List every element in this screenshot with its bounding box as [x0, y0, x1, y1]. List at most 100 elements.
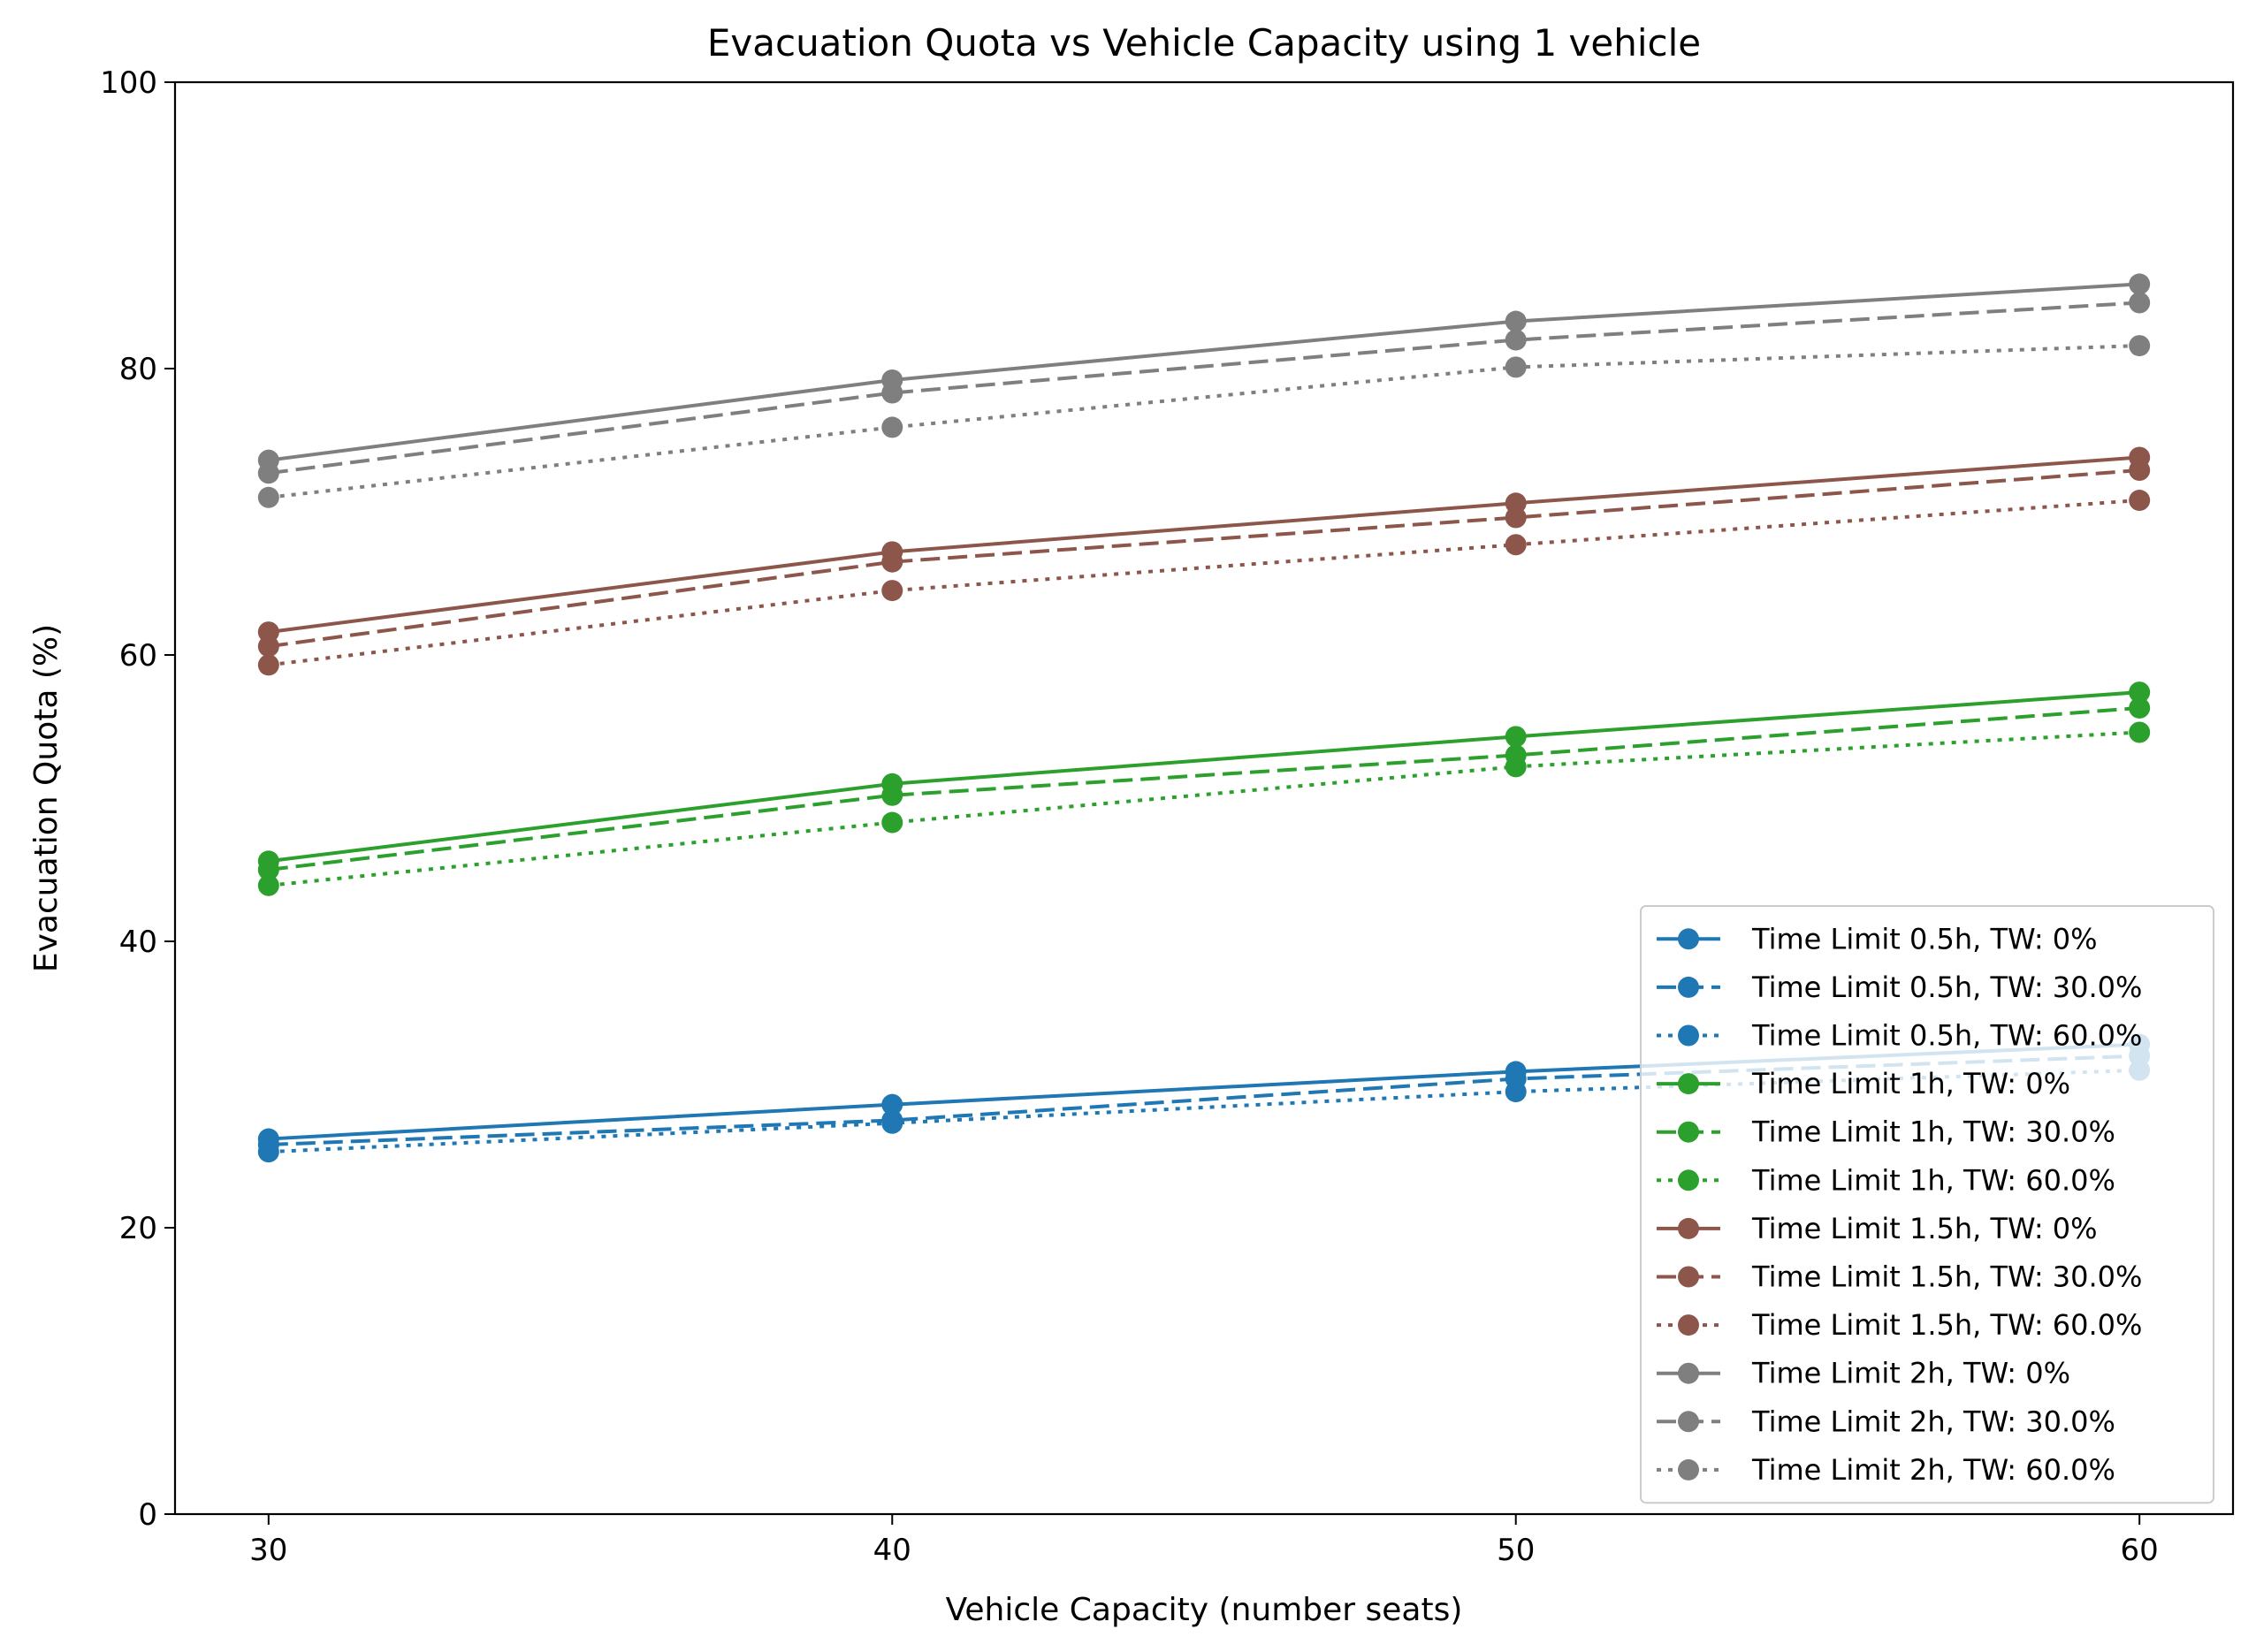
series-line	[268, 344, 2140, 499]
legend: Time Limit 0.5h, TW: 0% Time Limit 0.5h, …	[1640, 905, 2214, 1504]
series-line	[268, 730, 2140, 887]
legend-item: Time Limit 1h, TW: 30.0%	[1657, 1115, 2115, 1149]
x-axis-label: Vehicle Capacity (number seats)	[946, 1592, 1463, 1628]
y-tick-label: 20	[119, 1211, 157, 1246]
legend-label: Time Limit 2h, TW: 60.0%	[1751, 1453, 2115, 1487]
legend-swatch-marker	[1678, 1266, 1699, 1288]
series-line	[268, 468, 2140, 649]
y-tick-label: 60	[119, 638, 157, 674]
series-layer	[257, 273, 2151, 1163]
data-point	[881, 382, 903, 404]
legend-item: Time Limit 1h, TW: 60.0%	[1657, 1163, 2115, 1197]
series-6	[257, 721, 2151, 896]
legend-item: Time Limit 2h, TW: 0%	[1657, 1357, 2070, 1390]
series-line	[268, 705, 2140, 872]
data-point	[881, 580, 903, 602]
data-point	[2129, 490, 2151, 512]
legend-label: Time Limit 0.5h, TW: 30.0%	[1751, 971, 2142, 1004]
legend-label: Time Limit 1h, TW: 60.0%	[1751, 1163, 2115, 1197]
legend-label: Time Limit 0.5h, TW: 60.0%	[1751, 1019, 2142, 1053]
chart-title: Evacuation Quota vs Vehicle Capacity usi…	[707, 21, 1701, 65]
legend-swatch-marker	[1678, 1314, 1699, 1336]
y-axis: 0 20 40 60 80 100	[100, 65, 175, 1533]
series-12	[257, 335, 2151, 508]
data-point	[2129, 460, 2151, 482]
data-point	[2129, 292, 2151, 314]
x-tick-label: 40	[873, 1533, 911, 1568]
legend-box	[1640, 905, 2214, 1504]
y-axis-label: Evacuation Quota (%)	[28, 624, 65, 972]
legend-item: Time Limit 2h, TW: 30.0%	[1657, 1405, 2115, 1438]
data-point	[257, 636, 279, 658]
series-line	[268, 690, 2140, 864]
series-8	[257, 460, 2151, 658]
data-point	[2129, 335, 2151, 357]
data-point	[1505, 534, 1527, 556]
legend-label: Time Limit 0.5h, TW: 0%	[1751, 922, 2098, 955]
data-point	[257, 1141, 279, 1163]
series-line	[268, 301, 2140, 476]
data-point	[257, 654, 279, 676]
plot-frame	[173, 80, 2235, 1516]
x-axis: 30 40 50 60	[249, 1514, 2159, 1568]
data-point	[2129, 681, 2151, 704]
series-line	[268, 455, 2140, 635]
legend-label: Time Limit 1h, TW: 30.0%	[1751, 1115, 2115, 1149]
legend-item: Time Limit 1.5h, TW: 0%	[1657, 1212, 2098, 1245]
data-point	[1505, 756, 1527, 778]
legend-swatch-marker	[1678, 1458, 1699, 1481]
legend-label: Time Limit 1h, TW: 0%	[1751, 1067, 2070, 1100]
data-point	[1505, 310, 1527, 332]
data-point	[1505, 1081, 1527, 1103]
legend-label: Time Limit 1.5h, TW: 60.0%	[1751, 1308, 2142, 1342]
data-point	[1505, 329, 1527, 351]
data-point	[1505, 726, 1527, 748]
legend-swatch-marker	[1678, 976, 1699, 998]
series-line	[268, 499, 2140, 667]
data-point	[881, 551, 903, 573]
legend-item: Time Limit 0.5h, TW: 0%	[1657, 922, 2098, 955]
data-point	[881, 1112, 903, 1134]
legend-label: Time Limit 1.5h, TW: 0%	[1751, 1212, 2098, 1245]
x-tick-label: 60	[2121, 1533, 2159, 1568]
legend-label: Time Limit 2h, TW: 30.0%	[1751, 1405, 2115, 1438]
data-point	[2129, 721, 2151, 743]
series-10	[257, 273, 2151, 471]
data-point	[257, 874, 279, 896]
legend-item: Time Limit 1.5h, TW: 60.0%	[1657, 1308, 2142, 1342]
legend-swatch-marker	[1678, 928, 1699, 950]
legend-swatch-marker	[1678, 1073, 1699, 1095]
data-point	[257, 462, 279, 484]
y-tick-label: 40	[119, 925, 157, 960]
legend-item: Time Limit 1h, TW: 0%	[1657, 1067, 2070, 1100]
legend-item: Time Limit 0.5h, TW: 60.0%	[1657, 1019, 2142, 1053]
series-line	[268, 282, 2140, 462]
legend-label: Time Limit 2h, TW: 0%	[1751, 1357, 2070, 1390]
y-tick-label: 100	[100, 65, 157, 101]
legend-label: Time Limit 1.5h, TW: 30.0%	[1751, 1260, 2142, 1294]
data-point	[257, 859, 279, 880]
series-9	[257, 490, 2151, 676]
series-11	[257, 292, 2151, 484]
data-point	[1505, 356, 1527, 378]
series-line	[268, 1054, 2140, 1147]
x-tick-label: 30	[249, 1533, 287, 1568]
legend-swatch-marker	[1678, 1121, 1699, 1143]
legend-swatch-marker	[1678, 1362, 1699, 1384]
y-tick-label: 0	[138, 1497, 157, 1533]
x-tick-label: 50	[1497, 1533, 1535, 1568]
legend-item: Time Limit 1.5h, TW: 30.0%	[1657, 1260, 2142, 1294]
data-point	[2129, 273, 2151, 295]
data-point	[881, 416, 903, 438]
legend-swatch-marker	[1678, 1217, 1699, 1239]
legend-swatch-marker	[1678, 1169, 1699, 1191]
series-line	[268, 1068, 2140, 1154]
data-point	[881, 784, 903, 806]
legend-item: Time Limit 0.5h, TW: 30.0%	[1657, 971, 2142, 1004]
y-tick-label: 80	[119, 352, 157, 387]
data-point	[881, 1093, 903, 1115]
data-point	[2129, 697, 2151, 719]
legend-swatch-marker	[1678, 1411, 1699, 1433]
data-point	[881, 811, 903, 834]
